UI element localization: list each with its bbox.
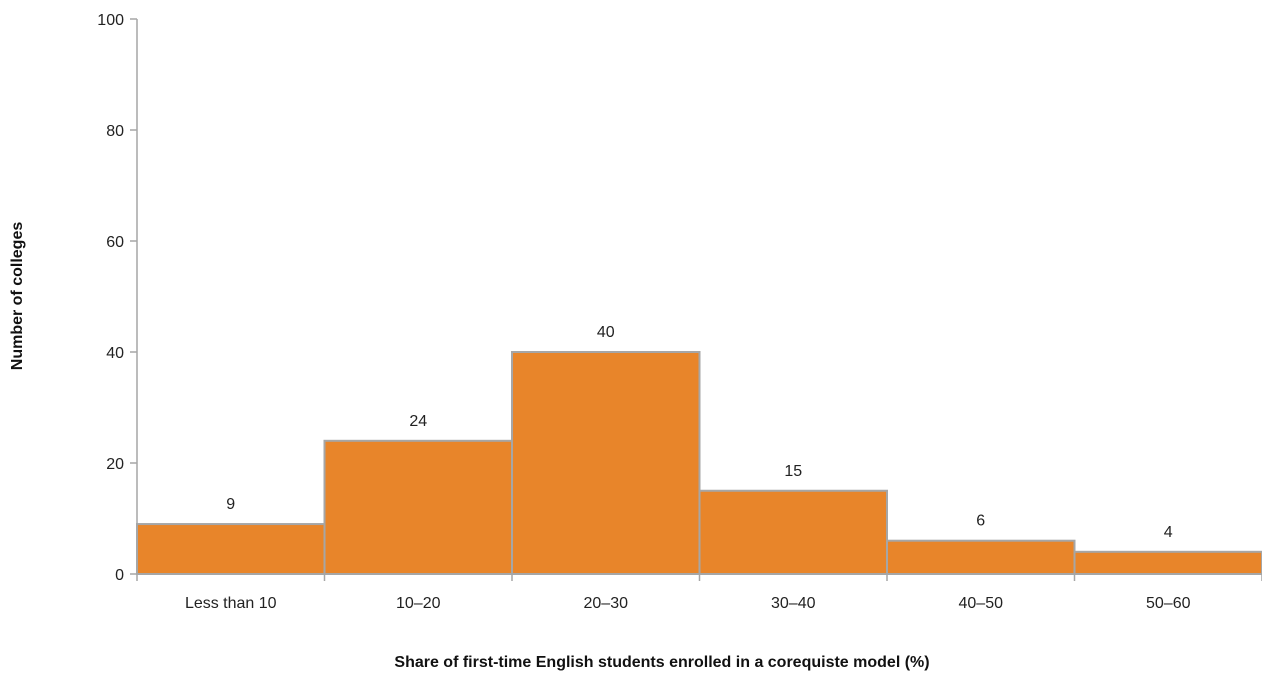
bar [886, 539, 1076, 576]
x-axis-title: Share of first-time English students enr… [394, 654, 929, 671]
data-label: 4 [1164, 524, 1173, 541]
y-tick-label: 20 [106, 456, 124, 473]
bar [511, 351, 701, 575]
y-tick-label: 80 [106, 123, 124, 140]
y-ticks-group: 0 20 40 60 80 100 [97, 12, 137, 584]
x-tick-label: 20–30 [584, 595, 629, 612]
bar [1073, 550, 1262, 575]
y-tick-label: 0 [115, 567, 124, 584]
x-tick-label: Less than 10 [185, 595, 277, 612]
y-axis-title: Number of colleges [9, 222, 26, 371]
bar [698, 489, 888, 575]
x-ticks-group: Less than 10 10–20 20–30 30–40 40–50 50–60 [136, 574, 1262, 612]
data-labels-group: 9 24 40 15 6 4 [226, 324, 1173, 541]
x-tick-label: 30–40 [771, 595, 816, 612]
bar [136, 523, 326, 575]
data-label: 9 [226, 496, 235, 513]
data-label: 24 [409, 413, 427, 430]
x-tick-label: 10–20 [396, 595, 441, 612]
data-label: 15 [784, 463, 802, 480]
data-label: 6 [976, 513, 985, 530]
y-tick-label: 60 [106, 234, 124, 251]
y-tick-label: 100 [97, 12, 124, 29]
data-label: 40 [597, 324, 615, 341]
x-tick-label: 50–60 [1146, 595, 1191, 612]
x-tick-label: 40–50 [959, 595, 1004, 612]
bars-group [136, 351, 1262, 576]
y-tick-label: 40 [106, 345, 124, 362]
bar [323, 439, 513, 575]
